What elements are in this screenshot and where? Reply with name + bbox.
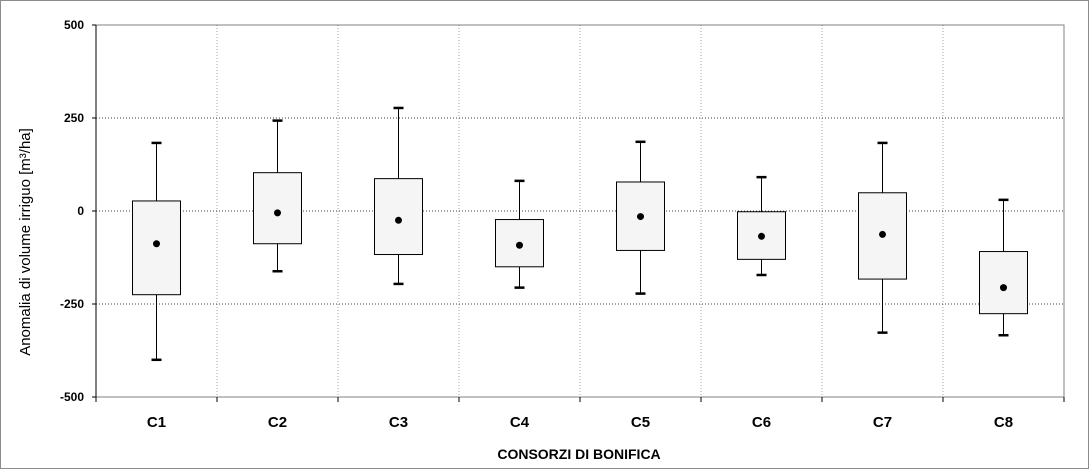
mean-marker — [637, 213, 644, 221]
y-tick-label: 500 — [64, 18, 84, 32]
mean-marker — [153, 240, 160, 248]
plot-layer — [132, 106, 1028, 362]
iqr-box — [374, 178, 423, 256]
x-tick-label: C3 — [389, 414, 408, 431]
box-c1 — [132, 141, 181, 362]
x-tick-label: C5 — [631, 414, 650, 431]
iqr-box — [253, 172, 302, 245]
y-tick-label: -250 — [60, 297, 84, 311]
box-c5 — [616, 140, 665, 295]
box-c8 — [979, 198, 1028, 337]
box-c2 — [253, 119, 302, 273]
x-tick-label: C7 — [873, 414, 892, 431]
mean-marker — [274, 209, 281, 217]
y-tick-label: 250 — [64, 111, 84, 125]
y-tick-label: -500 — [60, 390, 84, 404]
mean-marker — [879, 230, 886, 238]
x-tick-label: C6 — [752, 414, 771, 431]
box-c6 — [737, 175, 786, 277]
y-axis-title: Anomalia di volume irriguo [m³/ha] — [17, 128, 34, 356]
y-tick-label: 0 — [77, 204, 84, 218]
mean-marker — [516, 241, 523, 249]
mean-marker — [758, 232, 765, 240]
x-tick-label: C1 — [147, 414, 166, 431]
mean-marker — [1000, 284, 1007, 292]
grid-layer — [92, 24, 1065, 402]
iqr-box — [132, 200, 181, 296]
x-tick-label: C4 — [510, 414, 530, 431]
box-c4 — [495, 179, 544, 289]
x-tick-label: C8 — [994, 414, 1013, 431]
iqr-box — [979, 251, 1028, 315]
mean-marker — [395, 216, 402, 224]
box-c3 — [374, 106, 423, 286]
iqr-box — [495, 219, 544, 268]
x-axis-title: CONSORZI DI BONIFICA — [497, 446, 660, 462]
label-layer: -500 -250 0 250 500 C1 C2 C3 C4 C5 C6 C7 C8 — [60, 18, 1013, 431]
box-c7 — [858, 141, 907, 334]
x-tick-label: C2 — [268, 414, 287, 431]
